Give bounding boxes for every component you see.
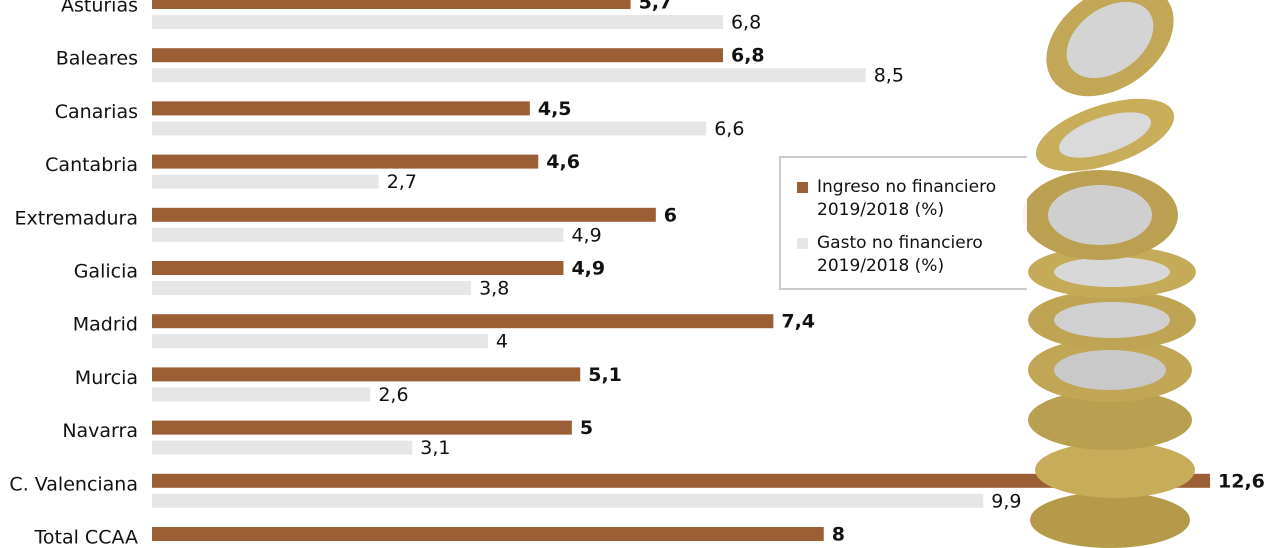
bar xyxy=(152,387,371,402)
value-label: 9,9 xyxy=(991,490,1021,512)
value-label: 8,5 xyxy=(874,65,904,87)
coins xyxy=(1022,0,1196,548)
bar xyxy=(152,473,1210,488)
legend-label: Ingreso no financiero 2019/2018 (%) xyxy=(817,177,997,220)
bar xyxy=(152,154,539,169)
bar xyxy=(152,281,472,295)
category-label: Madrid xyxy=(73,314,138,336)
bar xyxy=(152,227,564,242)
category-label: Canarias xyxy=(55,101,138,123)
value-label: 4,5 xyxy=(538,98,572,120)
value-label: 2,6 xyxy=(378,384,408,406)
bar xyxy=(152,15,723,29)
bar xyxy=(152,261,564,275)
legend-item: Ingreso no financiero 2019/2018 (%) xyxy=(797,176,1017,222)
value-label: 4 xyxy=(496,331,508,353)
legend: Ingreso no financiero 2019/2018 (%) Gast… xyxy=(779,156,1027,290)
category-label: Asturias xyxy=(61,0,138,17)
value-label: 6,8 xyxy=(731,12,761,34)
bar xyxy=(152,174,379,189)
bar xyxy=(152,121,707,136)
bar xyxy=(152,314,774,329)
value-label: 4,6 xyxy=(546,151,580,173)
category-label: Murcia xyxy=(75,367,138,389)
bar xyxy=(152,48,723,63)
value-label: 3,1 xyxy=(420,437,450,459)
bar xyxy=(152,420,572,435)
legend-label: Gasto no financiero 2019/2018 (%) xyxy=(817,233,983,276)
category-label: Extremadura xyxy=(15,207,139,229)
bar xyxy=(152,0,631,9)
value-label: 12,6 xyxy=(1218,470,1265,492)
bar xyxy=(152,101,530,116)
bar xyxy=(152,367,581,382)
category-label: Navarra xyxy=(62,420,138,442)
category-label: Cantabria xyxy=(45,154,138,176)
value-label: 4,9 xyxy=(571,224,601,246)
value-label: 6,6 xyxy=(714,118,744,140)
value-label: 4,9 xyxy=(571,258,605,280)
bar xyxy=(152,334,488,349)
value-label: 8 xyxy=(832,524,845,546)
bar xyxy=(152,440,413,455)
category-label: Galicia xyxy=(74,261,138,283)
value-label: 7,4 xyxy=(781,311,815,333)
category-label: Baleares xyxy=(56,48,138,70)
value-label: 5,1 xyxy=(588,364,622,386)
legend-swatch xyxy=(797,182,808,193)
bar xyxy=(152,493,984,508)
category-label: Total CCAA xyxy=(34,527,138,548)
bar xyxy=(152,207,656,222)
value-label: 3,8 xyxy=(479,278,509,300)
bar xyxy=(152,527,824,541)
legend-item: Gasto no financiero 2019/2018 (%) xyxy=(797,232,1017,278)
value-label: 6 xyxy=(664,204,677,226)
bar xyxy=(152,68,866,83)
value-label: 2,7 xyxy=(387,171,417,193)
value-label: 5 xyxy=(580,417,593,439)
value-label: 5,7 xyxy=(639,0,673,14)
legend-swatch xyxy=(797,238,808,249)
value-label: 6,8 xyxy=(731,45,765,67)
category-label: C. Valenciana xyxy=(9,473,138,495)
